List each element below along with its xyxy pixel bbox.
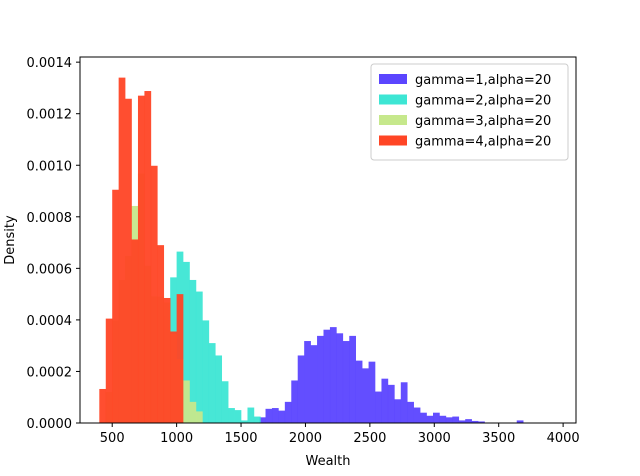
plot-frame — [79, 56, 577, 424]
x-tick-label: 2500 — [353, 431, 386, 446]
histogram-bar — [394, 399, 402, 423]
x-tick-label: 500 — [100, 431, 125, 446]
y-tick-label: 0.0004 — [27, 314, 73, 329]
histogram-bar — [170, 331, 177, 423]
histogram-bar — [137, 95, 145, 423]
histogram-bar — [349, 335, 356, 423]
histogram-bar — [265, 408, 273, 423]
histogram-bar — [516, 420, 524, 423]
histogram-bar — [112, 189, 119, 423]
histogram-bar — [131, 239, 139, 423]
histogram-bar — [400, 382, 408, 423]
legend-entry-label: gamma=1,alpha=20 — [415, 73, 551, 88]
y-tick-label: 0.0012 — [27, 108, 73, 123]
histogram-bar — [439, 415, 447, 423]
histogram-bar — [413, 407, 421, 423]
histogram-bar — [426, 415, 434, 423]
histogram-bar — [368, 361, 376, 423]
histogram-bar — [125, 98, 132, 423]
y-axis-label: Density — [3, 215, 18, 265]
legend-swatch — [379, 115, 407, 125]
histogram-bar — [189, 279, 197, 423]
histogram-bar — [336, 333, 344, 423]
histogram-bar — [278, 410, 286, 423]
histogram-bar — [176, 294, 184, 423]
histogram-bar — [208, 343, 216, 423]
histogram-bar — [259, 417, 266, 423]
histogram-bar — [323, 329, 331, 423]
x-tick-label: 4000 — [547, 431, 580, 446]
legend-box — [370, 63, 569, 161]
series-4-bars — [99, 77, 184, 424]
x-tick-label: 3000 — [418, 431, 451, 446]
histogram-bar — [471, 420, 479, 423]
legend-swatch — [379, 94, 407, 105]
histogram-bars — [99, 77, 524, 424]
histogram-bar — [202, 320, 210, 423]
histogram-bar — [420, 412, 427, 423]
histogram-bar — [221, 381, 229, 423]
x-tick-label: 1500 — [224, 431, 257, 446]
histogram-bar — [183, 380, 190, 423]
histogram-bar — [189, 401, 197, 423]
histogram-bar — [304, 341, 311, 423]
histogram-bar — [342, 341, 350, 423]
x-tick-label: 1000 — [160, 431, 193, 446]
y-tick-label: 0.0010 — [27, 159, 73, 174]
legend: gamma=1,alpha=20 gamma=2,alpha=20 gamma=3,… — [370, 63, 569, 161]
histogram-bar — [253, 416, 261, 423]
histogram-bar — [433, 412, 440, 423]
histogram-bar — [478, 421, 485, 423]
x-tick-label: 3500 — [482, 431, 515, 446]
histogram-bar — [195, 411, 203, 423]
histogram-bar — [452, 416, 460, 423]
histogram-bar — [234, 410, 242, 423]
histogram-bar — [329, 327, 337, 423]
histogram-bar — [465, 419, 472, 423]
histogram-bar — [407, 401, 414, 423]
legend-swatch — [379, 74, 407, 84]
y-tick-label: 0.0002 — [27, 365, 73, 380]
histogram-bar — [99, 388, 107, 423]
histogram-bar — [362, 368, 369, 423]
histogram-bar — [381, 378, 389, 423]
histogram-bar — [291, 380, 299, 423]
y-tick-label: 0.0000 — [27, 417, 73, 432]
histogram-bar — [387, 384, 395, 423]
y-tick-label: 0.0014 — [27, 56, 73, 71]
histogram-bar — [271, 408, 279, 423]
legend-entry-label: gamma=2,alpha=20 — [415, 94, 551, 109]
histogram-bar — [317, 335, 324, 423]
histogram-bar — [215, 355, 223, 423]
histogram-bar — [310, 345, 318, 423]
histogram-bar — [195, 291, 203, 423]
histogram-bar — [297, 355, 305, 423]
y-tick-label: 0.0006 — [27, 262, 73, 277]
axes: 500 1000 1500 2000 2500 3000 3500 4000 0.0000 0.0… — [27, 56, 580, 446]
series-1-bars — [259, 327, 524, 423]
histogram-bar — [157, 245, 165, 423]
histogram-bar — [445, 417, 453, 423]
histogram-bar — [163, 297, 171, 423]
histogram-bar — [247, 407, 255, 423]
histogram-bar — [118, 77, 126, 424]
x-tick-label: 2000 — [289, 431, 322, 446]
legend-swatch — [379, 135, 407, 146]
histogram-bar — [284, 401, 292, 423]
histogram-bar — [241, 420, 248, 423]
histogram-bar — [144, 91, 152, 424]
histogram-bar — [375, 391, 382, 423]
histogram-bar — [105, 318, 113, 423]
legend-entry-label: gamma=3,alpha=20 — [415, 114, 551, 129]
histogram-bar — [458, 420, 466, 423]
histogram-bar — [150, 165, 158, 423]
histogram-bar — [228, 408, 235, 423]
histogram-bar — [183, 261, 190, 423]
x-axis-label: Wealth — [305, 454, 350, 469]
y-tick-label: 0.0008 — [27, 211, 73, 226]
legend-entry-label: gamma=4,alpha=20 — [415, 135, 551, 150]
histogram-bar — [355, 360, 363, 423]
